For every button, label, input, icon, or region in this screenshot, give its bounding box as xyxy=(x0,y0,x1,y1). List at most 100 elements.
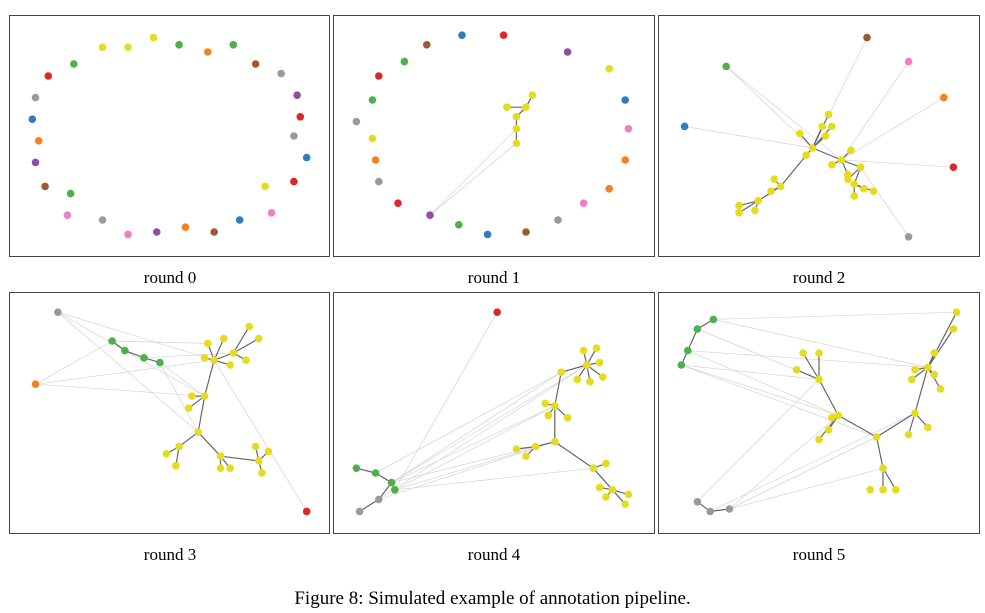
graph-edge xyxy=(213,338,225,361)
graph-node-green xyxy=(455,221,463,229)
graph-node-yellow xyxy=(264,447,273,456)
graph-node-yellow xyxy=(175,442,183,451)
graph-node-orange xyxy=(621,156,629,164)
graph-node-purple xyxy=(563,48,572,56)
graph-edge xyxy=(687,328,698,351)
graph-node-purple xyxy=(152,228,161,236)
graph-node-yellow xyxy=(815,375,823,384)
graph-node-orange xyxy=(605,185,613,193)
weak-edge xyxy=(378,441,555,500)
weak-edge xyxy=(35,359,215,385)
graph-round-2 xyxy=(680,33,958,241)
graph-node-yellow xyxy=(856,163,865,171)
weak-edge xyxy=(359,364,587,512)
weak-edge xyxy=(841,97,944,161)
graph-node-yellow xyxy=(188,392,196,400)
graph-edge xyxy=(882,467,897,491)
graph-node-pink xyxy=(124,230,132,239)
weak-edge xyxy=(681,364,877,438)
graph-panel-round-0 xyxy=(9,15,330,257)
graph-node-gray xyxy=(98,216,107,224)
graph-node-gray xyxy=(725,505,734,513)
graph-node-green xyxy=(140,354,148,362)
weak-edge xyxy=(841,61,909,161)
graph-node-yellow xyxy=(216,464,225,472)
graph-node-brown xyxy=(41,182,49,191)
weak-edge xyxy=(681,364,839,416)
graph-node-green xyxy=(722,62,730,71)
weak-edge xyxy=(697,379,820,503)
weak-edge xyxy=(213,360,307,512)
weak-edge xyxy=(429,142,517,216)
graph-node-green xyxy=(108,337,116,345)
graph-node-orange xyxy=(181,223,190,231)
graph-node-yellow xyxy=(869,187,878,195)
graph-node-purple xyxy=(31,158,40,167)
panel-label-round-4: round 4 xyxy=(467,545,521,564)
graph-node-yellow xyxy=(586,378,594,386)
graph-node-yellow xyxy=(930,370,938,379)
graph-node-orange xyxy=(940,93,948,102)
graph-node-yellow xyxy=(904,430,913,439)
weak-edge xyxy=(687,350,928,368)
graph-node-yellow xyxy=(847,146,855,155)
graph-node-yellow xyxy=(573,375,581,384)
weak-edge xyxy=(394,405,555,491)
graph-node-yellow xyxy=(621,500,629,508)
panel-label-round-1: round 1 xyxy=(467,268,521,287)
graph-node-blue xyxy=(302,153,311,162)
graph-edge xyxy=(178,431,199,448)
graph-node-yellow xyxy=(522,103,530,111)
graph-node-green xyxy=(156,358,164,367)
graph-edge xyxy=(927,328,954,368)
graph-node-yellow xyxy=(605,65,613,73)
panel-label-round-2: round 2 xyxy=(792,268,846,287)
graph-node-yellow xyxy=(258,469,266,477)
weak-edge xyxy=(394,441,555,491)
panel-label-round-5: round 5 xyxy=(792,545,846,564)
graph-edge xyxy=(796,369,820,380)
weak-edge xyxy=(375,371,562,474)
weak-edge xyxy=(725,66,842,161)
graph-node-pink xyxy=(579,199,588,207)
graph-node-blue xyxy=(28,115,37,123)
graph-node-yellow xyxy=(255,457,263,465)
panel-label-round-3: round 3 xyxy=(143,545,197,564)
graph-node-yellow xyxy=(229,349,238,357)
graph-node-pink xyxy=(624,125,633,133)
graph-node-yellow xyxy=(908,375,916,384)
graph-node-yellow xyxy=(824,426,833,434)
weak-edge xyxy=(729,415,839,510)
graph-node-red xyxy=(44,72,53,80)
graph-node-yellow xyxy=(368,134,377,143)
graph-node-yellow xyxy=(261,182,269,191)
graph-node-gray xyxy=(554,216,562,224)
graph-node-yellow xyxy=(528,91,537,99)
graph-round-1 xyxy=(352,31,633,239)
graph-node-gray xyxy=(375,495,383,504)
graph-node-yellow xyxy=(98,43,107,51)
graph-round-5 xyxy=(677,308,961,516)
graph-node-yellow xyxy=(802,151,810,159)
graph-node-yellow xyxy=(245,322,254,331)
graph-node-gray xyxy=(693,498,702,506)
graph-node-yellow xyxy=(866,486,874,494)
graph-node-yellow xyxy=(860,185,868,193)
graph-node-yellow xyxy=(512,113,521,121)
graph-node-green xyxy=(368,96,377,104)
graph-node-yellow xyxy=(255,334,263,343)
graph-edge xyxy=(802,352,820,380)
graph-node-yellow xyxy=(911,366,919,374)
weak-edge xyxy=(710,412,916,512)
graph-edge xyxy=(812,147,842,161)
graph-node-yellow xyxy=(924,363,932,372)
graph-node-yellow xyxy=(808,144,817,152)
graph-edge xyxy=(197,396,206,433)
graph-node-yellow xyxy=(583,361,591,369)
graph-node-yellow xyxy=(124,43,132,51)
graph-node-green xyxy=(400,57,409,66)
weak-edge xyxy=(391,364,587,483)
graph-node-yellow xyxy=(770,175,778,183)
graph-node-yellow xyxy=(850,192,858,200)
graph-edge xyxy=(554,372,562,406)
